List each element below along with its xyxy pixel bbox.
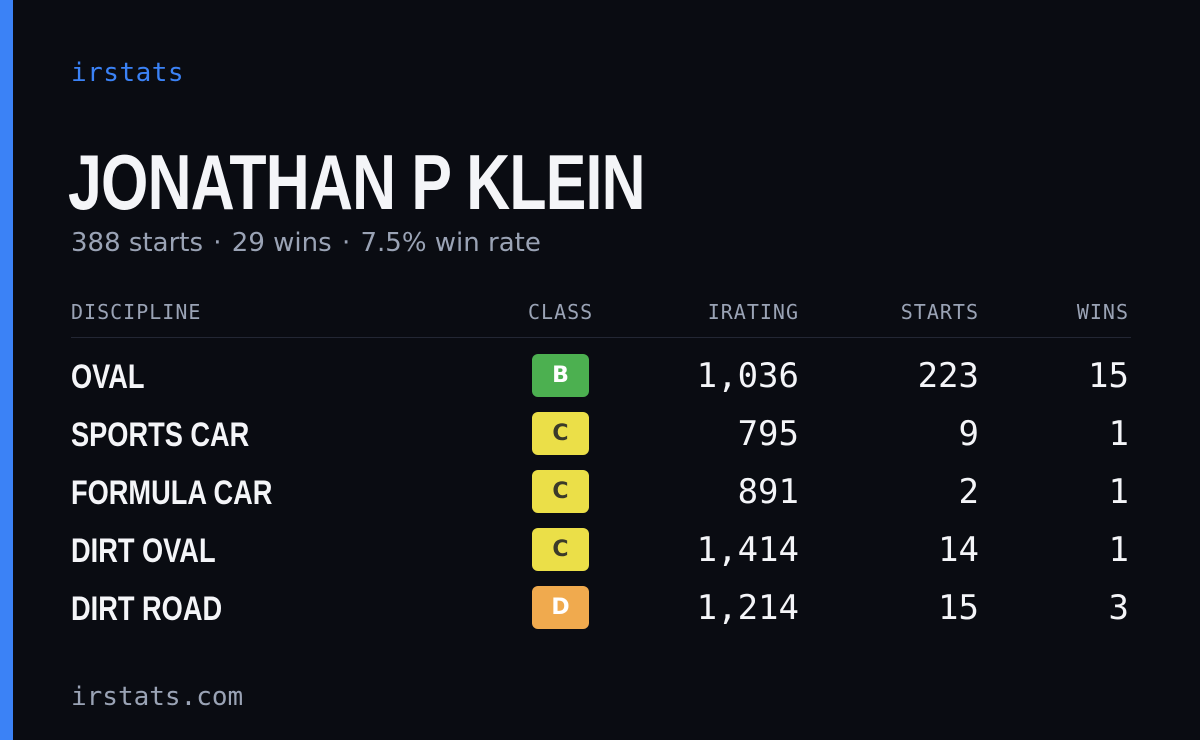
wins-value: 1 bbox=[1108, 414, 1129, 454]
class-badge: C bbox=[532, 412, 589, 455]
header-starts: STARTS bbox=[900, 300, 979, 324]
accent-bar bbox=[0, 0, 13, 740]
brand-logo: irstats bbox=[71, 58, 185, 88]
starts-value: 9 bbox=[958, 414, 979, 454]
wins-value: 3 bbox=[1108, 588, 1129, 628]
class-badge: C bbox=[532, 470, 589, 513]
starts-value: 14 bbox=[938, 530, 979, 570]
stats-table: DISCIPLINE CLASS IRATING STARTS WINS OVA… bbox=[71, 298, 1131, 644]
table-row: OVAL B 1,036 223 15 bbox=[71, 354, 1131, 412]
starts-value: 15 bbox=[938, 588, 979, 628]
irating-value: 1,414 bbox=[696, 530, 799, 570]
wins-value: 15 bbox=[1088, 356, 1129, 396]
irating-value: 891 bbox=[737, 472, 799, 512]
summary-separator: · bbox=[341, 228, 351, 258]
summary-winrate: 7.5% win rate bbox=[360, 228, 541, 258]
discipline-name: DIRT ROAD bbox=[71, 590, 223, 628]
class-badge: B bbox=[532, 354, 589, 397]
summary-wins: 29 wins bbox=[231, 228, 332, 258]
starts-value: 2 bbox=[958, 472, 979, 512]
summary-starts: 388 starts bbox=[71, 228, 203, 258]
table-header: DISCIPLINE CLASS IRATING STARTS WINS bbox=[71, 298, 1131, 338]
table-body: OVAL B 1,036 223 15 SPORTS CAR C 795 9 1… bbox=[71, 354, 1131, 644]
irating-value: 1,036 bbox=[696, 356, 799, 396]
header-discipline: DISCIPLINE bbox=[71, 300, 202, 324]
header-irating: IRATING bbox=[707, 300, 799, 324]
starts-value: 223 bbox=[917, 356, 979, 396]
irating-value: 795 bbox=[737, 414, 799, 454]
header-wins: WINS bbox=[1076, 300, 1129, 324]
wins-value: 1 bbox=[1108, 472, 1129, 512]
wins-value: 1 bbox=[1108, 530, 1129, 570]
footer-domain: irstats.com bbox=[71, 682, 244, 712]
discipline-name: OVAL bbox=[71, 358, 145, 396]
driver-summary: 388 starts · 29 wins · 7.5% win rate bbox=[71, 228, 541, 258]
discipline-name: SPORTS CAR bbox=[71, 416, 250, 454]
discipline-name: FORMULA CAR bbox=[71, 474, 273, 512]
summary-separator: · bbox=[213, 228, 222, 258]
class-badge: C bbox=[532, 528, 589, 571]
table-row: DIRT OVAL C 1,414 14 1 bbox=[71, 528, 1131, 586]
table-row: FORMULA CAR C 891 2 1 bbox=[71, 470, 1131, 528]
irating-value: 1,214 bbox=[696, 588, 799, 628]
table-row: DIRT ROAD D 1,214 15 3 bbox=[71, 586, 1131, 644]
class-badge: D bbox=[532, 586, 589, 629]
discipline-name: DIRT OVAL bbox=[71, 532, 216, 570]
table-row: SPORTS CAR C 795 9 1 bbox=[71, 412, 1131, 470]
header-class: CLASS bbox=[528, 300, 594, 324]
driver-name: JONATHAN P KLEIN bbox=[68, 138, 646, 226]
